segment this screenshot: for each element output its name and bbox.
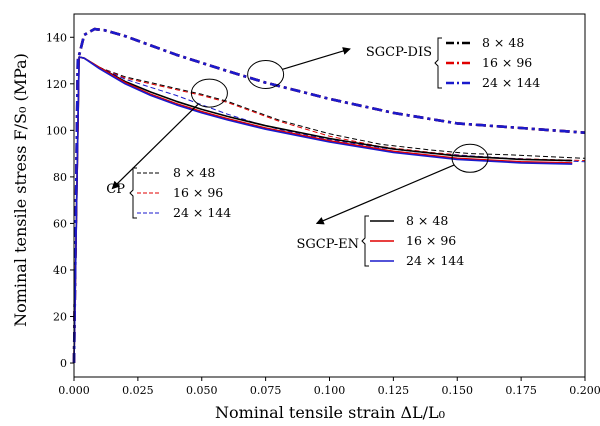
legend-label-cp-24-144: 24 × 144 bbox=[173, 205, 231, 220]
legend-brace-sgcp-en bbox=[361, 215, 369, 267]
legend-label-cp-16-96: 16 × 96 bbox=[173, 185, 223, 200]
x-tick-label: 0.150 bbox=[442, 384, 474, 397]
legend-label-cp-8-48: 8 × 48 bbox=[173, 165, 215, 180]
annotation-arrow-cp bbox=[111, 104, 199, 190]
legend-label-sgcp-en-24-144: 24 × 144 bbox=[406, 253, 464, 268]
y-tick-label: 20 bbox=[53, 311, 67, 324]
y-tick-label: 120 bbox=[46, 78, 67, 91]
legend-brace-cp bbox=[129, 167, 137, 219]
annotation-arrow-sgcp-dis bbox=[282, 47, 351, 70]
annotation-circle-cp bbox=[190, 78, 228, 108]
y-tick-label: 40 bbox=[53, 264, 67, 277]
series-line-sgcp-en-24-144 bbox=[73, 56, 573, 364]
x-tick-label: 0.100 bbox=[314, 384, 346, 397]
group-label-sgcp-en: SGCP-EN bbox=[296, 237, 359, 252]
group-label-sgcp-dis: SGCP-DIS bbox=[366, 45, 432, 60]
annotation-arrow-sgcp-en bbox=[315, 164, 455, 225]
legend-label-sgcp-dis-8-48: 8 × 48 bbox=[482, 35, 524, 50]
y-tick-label: 140 bbox=[46, 31, 67, 44]
y-axis-label: Nominal tensile stress F/S₀ (MPa) bbox=[11, 53, 30, 327]
x-tick-label: 0.000 bbox=[58, 384, 90, 397]
x-axis-label: Nominal tensile strain ΔL/L₀ bbox=[215, 403, 445, 422]
x-tick-label: 0.125 bbox=[378, 384, 410, 397]
x-tick-label: 0.175 bbox=[505, 384, 537, 397]
x-axis-ticks: 0.000 0.025 0.050 0.075 0.100 0.125 0.150 0.175… bbox=[58, 377, 600, 397]
annotation-circle-sgcp-en bbox=[451, 143, 489, 173]
y-tick-label: 80 bbox=[53, 171, 67, 184]
series-layer bbox=[72, 27, 586, 364]
x-tick-label: 0.200 bbox=[569, 384, 600, 397]
annotation-circle-sgcp-dis bbox=[247, 60, 285, 89]
legend-label-sgcp-dis-24-144: 24 × 144 bbox=[482, 75, 540, 90]
y-axis-ticks: 0 20 40 60 80 100 120 140 bbox=[46, 31, 74, 370]
y-tick-label: 60 bbox=[53, 217, 67, 230]
annotation-layer bbox=[111, 47, 489, 225]
x-tick-label: 0.075 bbox=[250, 384, 282, 397]
y-tick-label: 100 bbox=[46, 124, 67, 137]
legend-label-sgcp-dis-16-96: 16 × 96 bbox=[482, 55, 532, 70]
x-tick-label: 0.050 bbox=[186, 384, 218, 397]
x-tick-label: 0.025 bbox=[122, 384, 154, 397]
legend-label-sgcp-en-16-96: 16 × 96 bbox=[406, 233, 456, 248]
group-label-cp: CP bbox=[106, 182, 125, 197]
legend-layer: SGCP-DIS 8 × 48 16 × 96 24 × 144 CP 8 × 48 16 … bbox=[106, 35, 540, 268]
y-tick-label: 0 bbox=[60, 357, 67, 370]
legend-brace-sgcp-dis bbox=[434, 37, 442, 89]
legend-label-sgcp-en-8-48: 8 × 48 bbox=[406, 213, 448, 228]
